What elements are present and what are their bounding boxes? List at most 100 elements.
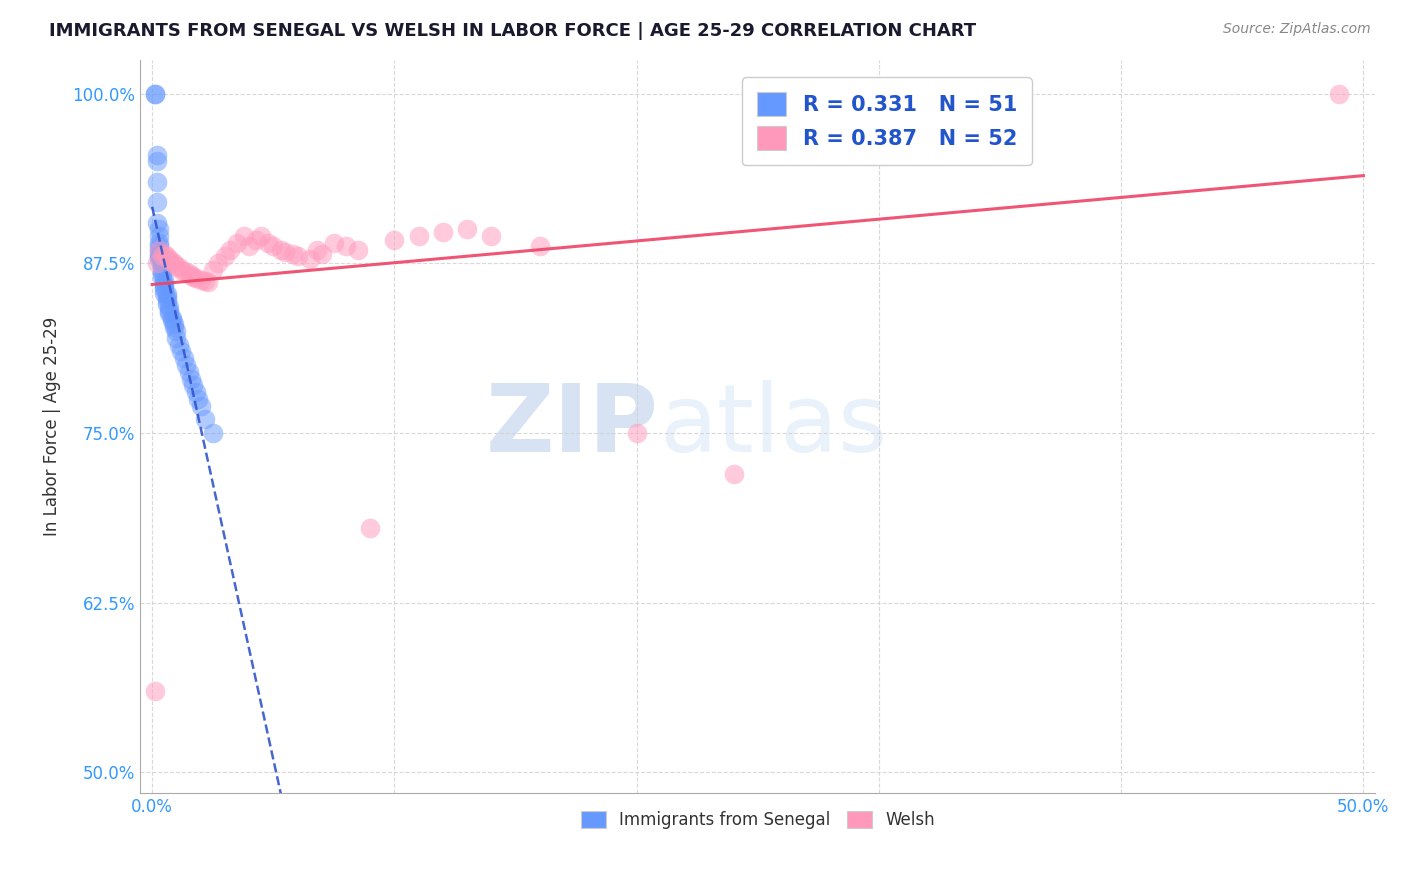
Point: [148, 252, 170, 267]
Point: [157, 303, 180, 318]
Point: [190, 399, 212, 413]
Point: [160, 255, 183, 269]
Point: [194, 274, 217, 288]
Point: [170, 344, 193, 359]
Point: [174, 358, 197, 372]
Point: [167, 337, 190, 351]
Point: [153, 279, 176, 293]
Point: [153, 282, 176, 296]
Point: [226, 235, 249, 250]
Point: [183, 378, 205, 392]
Point: [207, 256, 229, 270]
Point: [184, 385, 207, 400]
Point: [177, 266, 200, 280]
Point: [165, 259, 187, 273]
Text: ZIP: ZIP: [486, 380, 659, 472]
Text: IMMIGRANTS FROM SENEGAL VS WELSH IN LABOR FORCE | AGE 25-29 CORRELATION CHART: IMMIGRANTS FROM SENEGAL VS WELSH IN LABO…: [49, 22, 976, 40]
Point: [190, 272, 212, 286]
Point: [335, 238, 357, 252]
Point: [153, 286, 176, 301]
Point: [150, 256, 173, 270]
Point: [479, 229, 502, 244]
Point: [148, 238, 170, 252]
Point: [163, 320, 186, 334]
Point: [456, 222, 478, 236]
Point: [156, 293, 179, 307]
Point: [150, 253, 173, 268]
Point: [150, 266, 173, 280]
Point: [281, 246, 304, 260]
Point: [184, 271, 207, 285]
Point: [148, 243, 170, 257]
Point: [359, 521, 381, 535]
Point: [180, 268, 202, 283]
Point: [157, 306, 180, 320]
Point: [143, 87, 166, 101]
Point: [165, 331, 187, 345]
Point: [146, 147, 169, 161]
Point: [163, 256, 186, 270]
Point: [408, 229, 430, 244]
Point: [148, 235, 170, 250]
Point: [311, 246, 333, 260]
Legend: Immigrants from Senegal, Welsh: Immigrants from Senegal, Welsh: [574, 804, 942, 836]
Point: [150, 269, 173, 284]
Point: [148, 222, 170, 236]
Point: [201, 263, 224, 277]
Point: [163, 318, 186, 332]
Point: [347, 243, 370, 257]
Point: [187, 392, 209, 406]
Point: [233, 229, 256, 244]
Point: [173, 264, 195, 278]
Point: [305, 243, 328, 257]
Point: [218, 243, 240, 257]
Point: [201, 425, 224, 440]
Point: [270, 243, 292, 257]
Point: [148, 246, 170, 260]
Point: [143, 87, 166, 101]
Point: [177, 365, 200, 379]
Point: [150, 259, 173, 273]
Point: [432, 225, 454, 239]
Point: [250, 229, 273, 244]
Point: [197, 275, 219, 289]
Point: [146, 154, 169, 169]
Point: [257, 235, 280, 250]
Point: [156, 297, 179, 311]
Point: [274, 245, 297, 260]
Point: [170, 263, 193, 277]
Point: [150, 249, 173, 263]
Point: [868, 87, 890, 101]
Point: [298, 252, 321, 267]
Point: [245, 233, 267, 247]
Point: [146, 195, 169, 210]
Point: [384, 233, 406, 247]
Point: [529, 238, 551, 252]
Point: [194, 412, 217, 426]
Point: [238, 238, 260, 252]
Point: [160, 313, 183, 327]
Point: [723, 467, 745, 481]
Point: [153, 246, 176, 260]
Point: [262, 238, 284, 252]
Point: [180, 371, 202, 385]
Point: [150, 263, 173, 277]
Point: [1327, 87, 1350, 101]
Point: [173, 351, 195, 366]
Point: [183, 269, 205, 284]
Point: [148, 249, 170, 263]
Point: [287, 249, 309, 263]
Text: atlas: atlas: [659, 380, 887, 472]
Point: [157, 300, 180, 314]
Point: [146, 175, 169, 189]
Point: [322, 235, 344, 250]
Point: [143, 683, 166, 698]
Point: [214, 249, 236, 263]
Y-axis label: In Labor Force | Age 25-29: In Labor Force | Age 25-29: [44, 317, 60, 536]
Point: [167, 260, 190, 275]
Point: [157, 252, 180, 267]
Point: [153, 277, 176, 291]
Point: [148, 229, 170, 244]
Point: [156, 287, 179, 301]
Point: [153, 272, 176, 286]
